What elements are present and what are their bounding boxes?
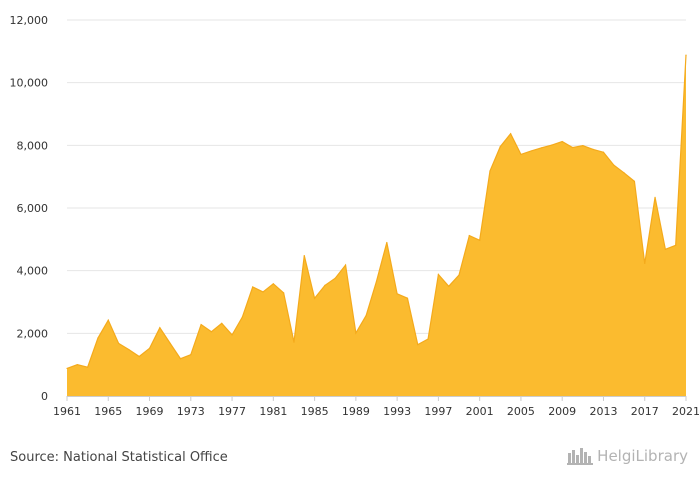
x-tick-label: 2013 [589, 405, 617, 418]
data-point [675, 244, 677, 246]
x-tick-label: 1989 [342, 405, 370, 418]
data-point [685, 54, 687, 56]
data-point [169, 342, 171, 344]
data-point [148, 347, 151, 349]
data-point [293, 341, 295, 343]
data-point [613, 164, 615, 166]
data-point [365, 314, 367, 317]
data-point [633, 180, 636, 182]
y-tick-label: 8,000 [17, 139, 49, 152]
x-axis-tick-labels: 1961 1965 1969 1973 1977 1981 1985 1989 1993 1997… [53, 405, 700, 418]
x-tick-label: 1965 [94, 405, 122, 418]
data-point [561, 140, 563, 143]
data-point [324, 284, 326, 286]
data-point [644, 262, 646, 265]
x-tick-label: 2021 [672, 405, 700, 418]
data-point [87, 366, 89, 368]
data-point [138, 355, 140, 358]
data-point [334, 277, 336, 279]
area-series [66, 54, 687, 397]
data-point [272, 283, 274, 285]
area-fill [67, 55, 686, 397]
data-point [623, 172, 625, 174]
data-point [107, 319, 109, 321]
data-point [427, 338, 429, 340]
x-tick-label: 1961 [53, 405, 81, 418]
data-point [540, 147, 543, 149]
data-point [262, 291, 264, 293]
data-point [499, 145, 501, 148]
y-tick-label: 4,000 [17, 265, 49, 278]
data-point [654, 196, 656, 198]
data-point [417, 344, 419, 346]
axes [66, 396, 687, 401]
data-point [252, 286, 254, 288]
data-point [200, 323, 202, 326]
data-point [479, 239, 481, 241]
x-tick-label: 2009 [548, 405, 576, 418]
data-point [386, 241, 388, 244]
x-tick-label: 1973 [177, 405, 205, 418]
data-point [571, 146, 574, 149]
data-point [128, 349, 130, 351]
data-point [241, 316, 243, 318]
data-point [76, 364, 78, 366]
helgi-library-logo-icon [567, 448, 594, 465]
y-tick-label: 6,000 [17, 202, 49, 215]
data-point [592, 148, 594, 151]
data-point [117, 342, 120, 344]
data-point [97, 337, 99, 339]
data-point [458, 274, 460, 276]
data-point [221, 322, 223, 324]
x-tick-label: 1969 [136, 405, 164, 418]
brand-name: HelgiLibrary [597, 447, 688, 465]
data-point [231, 334, 233, 336]
data-point [190, 354, 192, 356]
x-tick-label: 1977 [218, 405, 246, 418]
data-point [314, 297, 316, 299]
x-tick-label: 1993 [383, 405, 411, 418]
data-point [344, 264, 347, 266]
y-tick-label: 0 [41, 390, 48, 403]
source-note: Source: National Statistical Office [10, 450, 228, 465]
x-tick-label: 1981 [259, 405, 287, 418]
x-tick-label: 2005 [507, 405, 535, 418]
y-tick-label: 10,000 [10, 77, 49, 90]
data-point [303, 255, 305, 257]
data-point [510, 133, 512, 135]
data-point [66, 367, 68, 370]
data-point [664, 248, 666, 250]
y-tick-label: 12,000 [10, 14, 49, 27]
data-point [355, 332, 357, 334]
x-tick-label: 2001 [466, 405, 494, 418]
brand[interactable]: HelgiLibrary [567, 447, 688, 465]
data-point [375, 280, 378, 282]
data-point [582, 145, 584, 147]
data-point [283, 292, 285, 294]
data-point [468, 234, 470, 237]
data-point [179, 358, 182, 360]
data-point [520, 153, 522, 156]
x-tick-label: 1997 [424, 405, 452, 418]
y-axis-tick-labels: 0 2,000 4,000 6,000 8,000 10,000 12,000 [10, 14, 49, 403]
data-point [406, 297, 409, 299]
data-point [159, 327, 161, 329]
data-point [210, 331, 213, 333]
data-point [602, 151, 605, 153]
y-tick-label: 2,000 [17, 327, 49, 340]
x-tick-label: 1985 [301, 405, 329, 418]
x-tick-label: 2017 [631, 405, 659, 418]
data-point [437, 273, 439, 276]
data-point [551, 144, 553, 146]
data-point [530, 150, 532, 152]
data-point [448, 285, 450, 287]
data-point [489, 170, 491, 172]
data-point [396, 293, 398, 295]
